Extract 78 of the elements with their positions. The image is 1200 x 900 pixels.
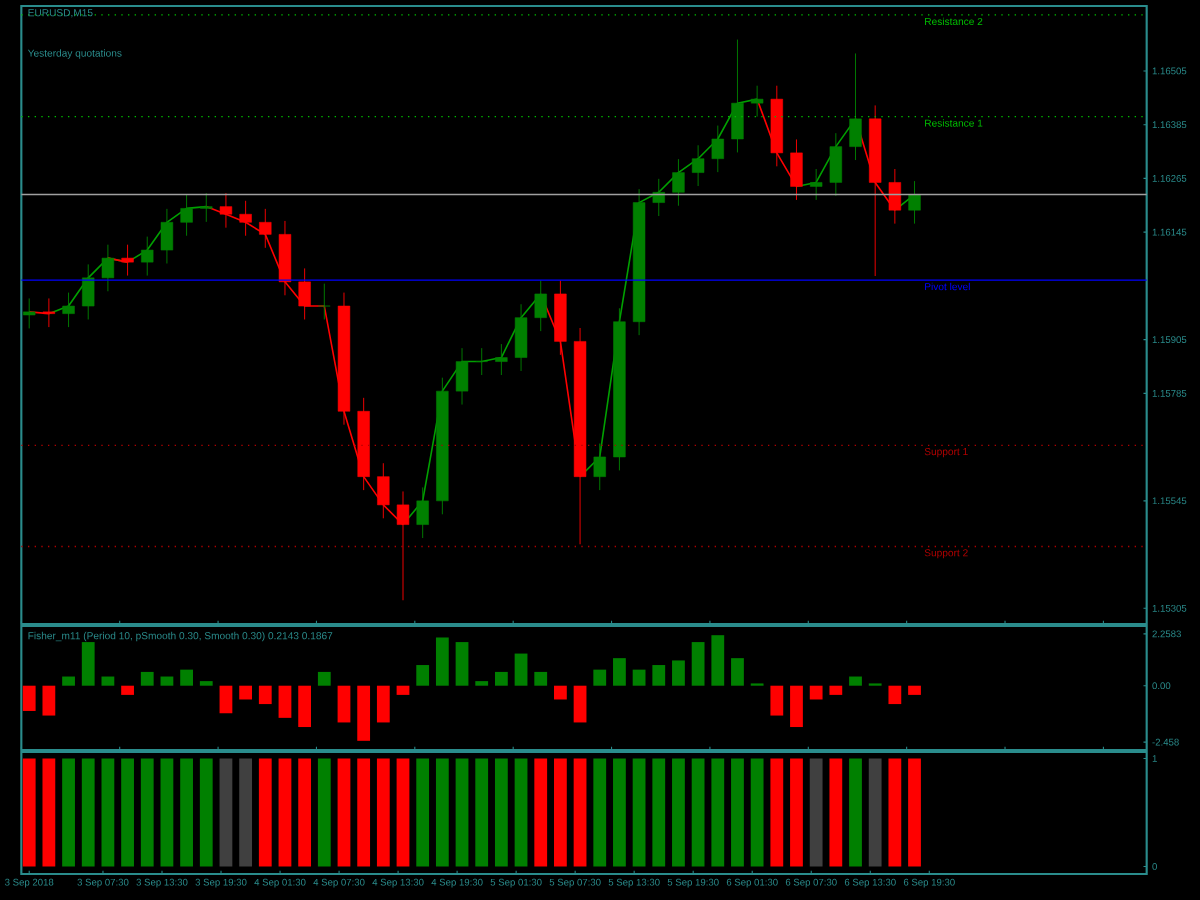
bar [396, 685, 410, 695]
candlestick [318, 283, 331, 320]
candlestick [750, 85, 764, 118]
bar [573, 685, 587, 723]
candlestick [416, 486, 429, 539]
bar [376, 685, 390, 723]
candlestick [495, 343, 508, 376]
candlestick [731, 39, 744, 153]
candlestick [82, 263, 95, 320]
candlestick [711, 125, 724, 173]
candlestick [790, 138, 803, 201]
bar [278, 685, 292, 718]
bar [298, 685, 312, 728]
candlestick [672, 158, 685, 207]
bar [593, 669, 607, 686]
candlestick [298, 267, 311, 320]
bar [613, 658, 626, 686]
bar [101, 676, 115, 686]
candlestick [849, 52, 862, 161]
candlestick [377, 462, 390, 519]
candlestick [809, 168, 823, 201]
bar [790, 685, 803, 728]
bar [770, 685, 784, 716]
candlestick [534, 280, 547, 332]
candlestick [514, 303, 528, 372]
bar [652, 665, 666, 686]
candlestick [239, 200, 252, 237]
candlestick [554, 280, 567, 356]
bar [180, 669, 193, 686]
bar [239, 685, 253, 700]
candlestick [593, 443, 606, 491]
bar [22, 685, 36, 711]
bar [888, 685, 902, 705]
candlestick [278, 220, 292, 296]
bar [62, 676, 75, 686]
bar [809, 685, 823, 700]
bar [829, 685, 843, 695]
bar [140, 671, 154, 686]
bar [711, 635, 725, 686]
bar [455, 642, 469, 686]
candlestick [23, 297, 36, 329]
candlestick [455, 347, 469, 406]
candlestick [908, 180, 921, 225]
candlestick [42, 297, 56, 328]
bar [849, 676, 862, 686]
candlestick [200, 192, 213, 223]
bar [514, 653, 528, 686]
candlestick [219, 192, 233, 229]
bar [691, 642, 705, 686]
bar [416, 665, 430, 686]
bar [258, 685, 272, 705]
bar [317, 671, 331, 686]
bar [908, 685, 921, 695]
bar [554, 685, 567, 700]
bar [160, 676, 174, 686]
bar [357, 685, 371, 741]
bar [534, 671, 548, 686]
candlestick [259, 208, 272, 249]
bar [219, 685, 233, 714]
candlestick [141, 236, 154, 277]
bar [435, 637, 449, 686]
candlestick [180, 194, 193, 237]
candlestick [691, 144, 705, 187]
candlestick [829, 132, 843, 197]
candlestick [62, 292, 75, 328]
bar [632, 669, 646, 686]
bar [494, 671, 508, 686]
bar [672, 660, 685, 686]
bar [731, 658, 744, 686]
bar [337, 685, 351, 723]
candlestick [121, 244, 134, 277]
candlestick [475, 347, 488, 376]
bar [121, 685, 134, 695]
candlestick [101, 244, 115, 292]
bar [81, 642, 95, 686]
bar [42, 685, 56, 716]
candlestick [160, 208, 174, 264]
candlestick [652, 178, 665, 217]
